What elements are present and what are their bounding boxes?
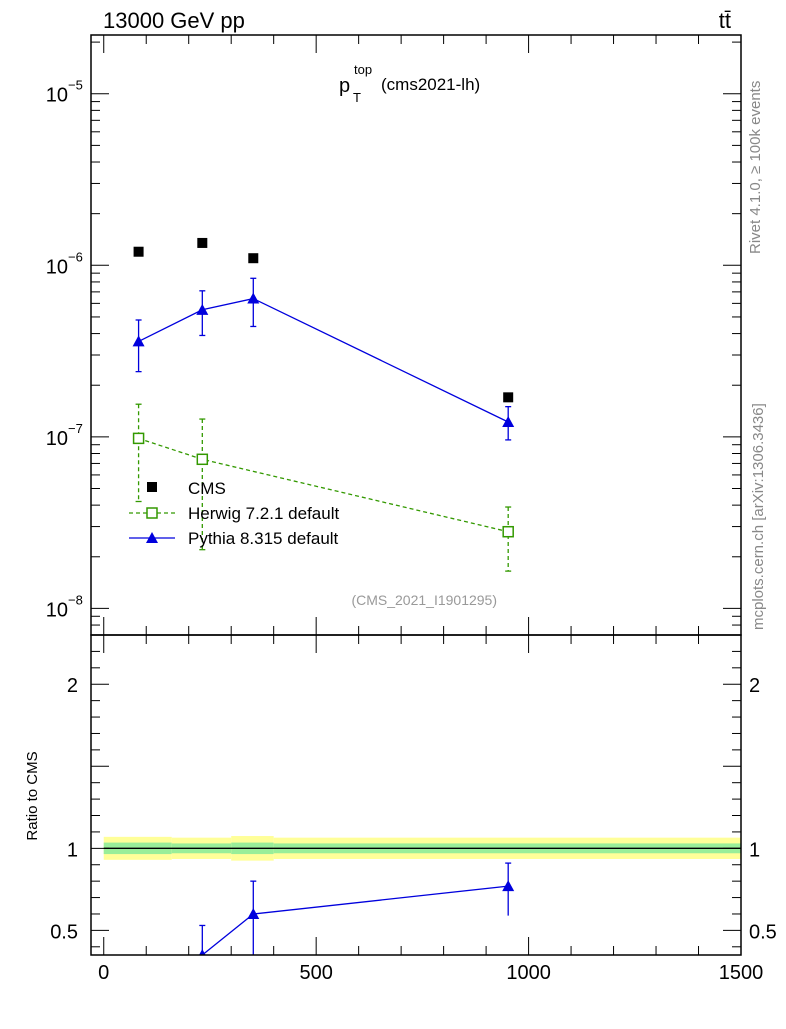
y-tick-label: 10 [46,599,68,621]
main-axis-ticks: 10−810−710−610−5 [46,35,742,636]
pythia-data-point [132,335,145,347]
ratio-y-tick-label-left: 0.5 [50,921,78,943]
ratio-y-tick-label-left: 2 [67,675,78,697]
cms-data-point [197,237,208,248]
y-tick-label: 10 [46,85,68,107]
y-tick-exponent: −5 [68,78,83,93]
title-main: p [339,75,350,97]
legend-pythia-marker [146,532,158,543]
pythia-data-point [247,292,260,304]
cms-data-point [133,246,144,257]
y-tick-exponent: −8 [68,592,83,607]
ratio-plot-frame [90,634,742,956]
ratio-data-point [502,880,515,892]
pythia-data-point [502,416,515,428]
series-line-1 [138,437,509,533]
title-subscript: T [353,90,361,105]
herwig-data-point [502,525,514,538]
ratio-y-tick-label-left: 1 [67,839,78,861]
main-series-layer [132,237,515,572]
pythia-data-point [196,303,209,315]
cms-data-point [248,253,259,264]
process-label: tt̄ [719,8,731,33]
legend-herwig-label: Herwig 7.2.1 default [188,504,339,523]
cms-data-point [503,392,514,403]
x-tick-label: 500 [299,962,332,984]
herwig-data-point [196,453,209,466]
x-tick-label: 0 [98,962,109,984]
y-tick-exponent: −7 [68,421,83,436]
y-tick-label: 10 [46,428,68,450]
ratio-series-layer [199,862,515,955]
legend-cms-label: CMS [188,479,226,498]
source-label: mcplots.cern.ch [arXiv:1306.3436] [750,403,767,630]
title-superscript: top [354,62,372,77]
rivet-label: Rivet 4.1.0, ≥ 100k events [747,81,764,254]
plot-title: p top T (cms2021-lh) [339,62,480,105]
ratio-data-point [199,949,206,955]
ratio-y-tick-label-right: 0.5 [749,921,777,943]
legend-pythia-label: Pythia 8.315 default [188,529,339,548]
analysis-watermark: (CMS_2021_I1901295) [351,592,497,608]
series-line-2 [138,297,509,423]
legend: CMS Herwig 7.2.1 default Pythia 8.315 de… [129,479,339,548]
ratio-series-line [201,885,509,955]
herwig-data-point [132,432,145,445]
y-tick-exponent: −6 [68,249,83,264]
ratio-y-tick-label-right: 2 [749,675,760,697]
ratio-y-tick-label-right: 1 [749,839,760,861]
energy-label: 13000 GeV pp [103,8,245,33]
y-tick-label: 10 [46,256,68,278]
x-tick-label: 1500 [719,962,764,984]
legend-herwig-marker [146,507,158,519]
ratio-data-point [247,907,260,919]
ratio-ylabel: Ratio to CMS [24,751,41,840]
ratio-axis-ticks: 0.5 0.5 1 1 2 2 0 500 1000 1500 [50,634,777,984]
legend-cms-marker [147,482,157,492]
title-suffix: (cms2021-lh) [381,75,480,94]
x-tick-label: 1000 [506,962,551,984]
